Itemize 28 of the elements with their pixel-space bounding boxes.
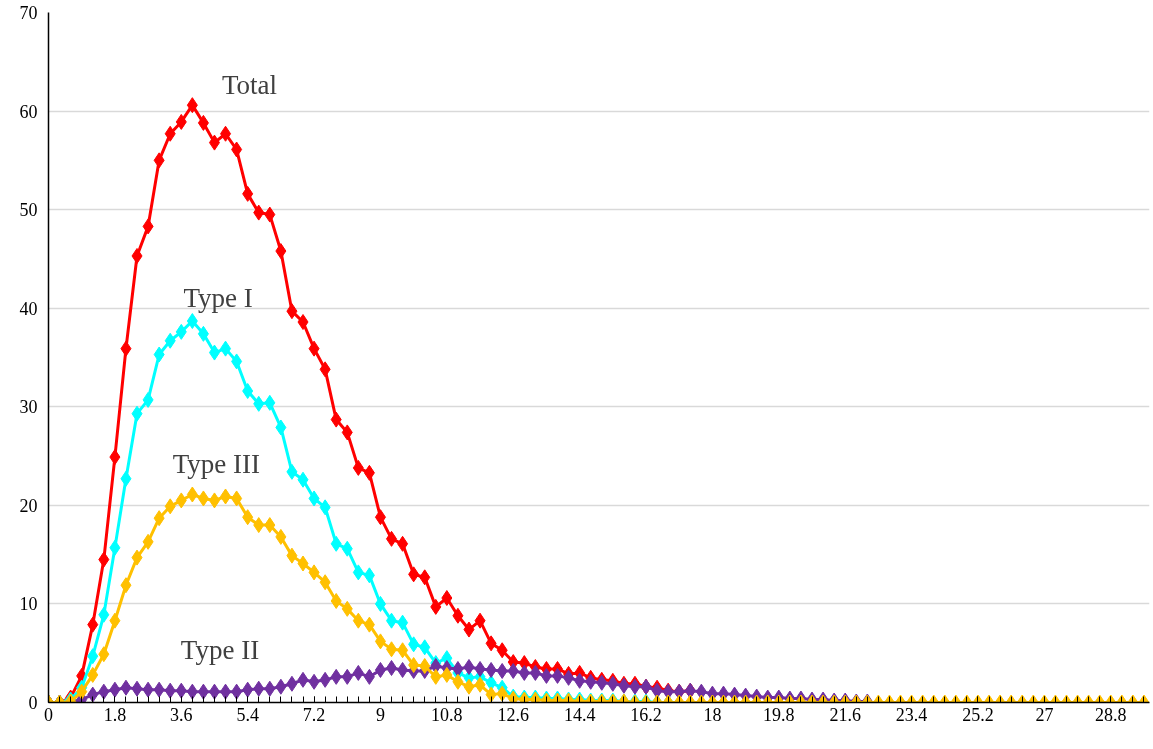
x-tick-label: 5.4 [236,704,259,725]
x-tick-label: 10.8 [431,704,463,725]
x-tick-label: 21.6 [829,704,861,725]
y-tick-label: 60 [19,101,38,122]
y-tick-label: 10 [19,594,38,615]
x-tick-label: 0 [44,704,53,725]
x-tick-label: 18 [703,704,722,725]
x-tick-label: 25.2 [962,704,994,725]
y-tick-label: 70 [19,3,38,23]
x-tick-label: 14.4 [563,704,596,725]
series-label: Type III [172,448,260,479]
y-tick-label: 40 [19,298,38,319]
x-tick-label: 12.6 [497,704,529,725]
x-tick-label: 27 [1035,704,1054,725]
y-tick-label: 50 [19,200,38,221]
y-tick-label: 20 [19,495,38,516]
series-label: Type II [180,635,260,666]
x-tick-label: 3.6 [170,704,193,725]
x-tick-label: 1.8 [103,704,127,725]
x-tick-label: 7.2 [302,704,326,725]
x-tick-label: 23.4 [895,704,928,725]
y-tick-label: 30 [19,397,38,418]
x-tick-label: 28.8 [1095,704,1127,725]
x-tick-label: 19.8 [763,704,795,725]
series-label: Total [221,70,278,101]
x-tick-label: 9 [375,704,385,725]
x-tick-label: 16.2 [630,704,662,725]
series-label: Type I [183,283,253,314]
